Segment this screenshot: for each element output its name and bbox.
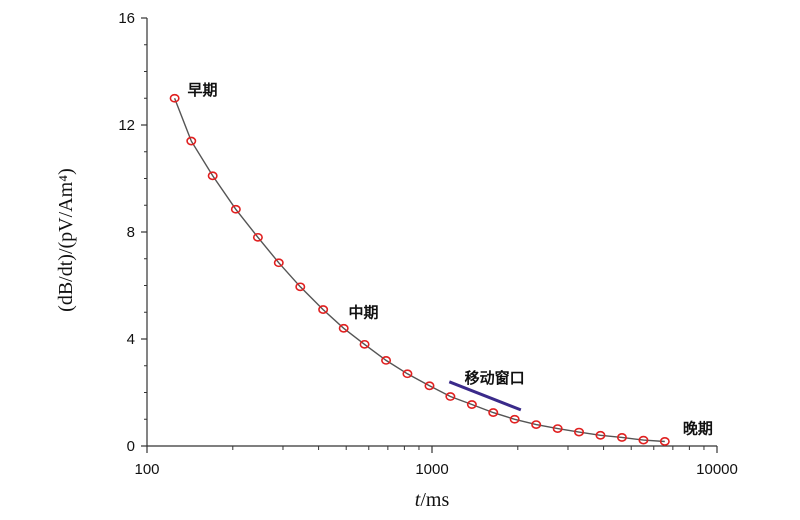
x-tick-label: 100: [134, 461, 159, 478]
data-point: [659, 437, 670, 446]
data-point: [359, 339, 370, 349]
data-point: [424, 381, 435, 391]
x-tick-label: 1000: [415, 461, 448, 478]
data-point: [638, 435, 649, 445]
data-point: [186, 136, 197, 146]
annotation-label: 早期: [188, 81, 218, 99]
y-tick-label: 4: [127, 331, 135, 348]
data-point: [552, 424, 563, 434]
data-point: [466, 400, 477, 409]
y-tick-label: 8: [127, 224, 135, 241]
data-point: [616, 433, 627, 442]
data-point: [381, 355, 392, 365]
annotation-label: 中期: [349, 303, 379, 321]
x-axis-title: t/ms: [415, 489, 450, 511]
x-axis-title-var: t: [415, 489, 421, 511]
moving-window-segment: [448, 380, 522, 412]
axes: 100 1000 10000 0 4 8 12 16: [118, 10, 738, 478]
annotation-label: 晚期: [683, 420, 713, 438]
data-point: [402, 369, 413, 379]
data-point: [273, 258, 284, 268]
y-tick-label: 12: [118, 117, 135, 134]
annotation-label: 移动窗口: [465, 369, 525, 387]
data-point: [595, 430, 606, 440]
y-tick-label: 16: [118, 10, 135, 27]
data-point: [318, 305, 329, 314]
data-point: [207, 171, 218, 181]
data-point: [338, 323, 349, 333]
data-point: [169, 93, 180, 103]
y-tick-label: 0: [127, 438, 135, 455]
data-point: [509, 414, 520, 424]
y-axis-title: (dB/dt)/(pV/Am⁴): [55, 168, 77, 312]
series: [169, 93, 670, 446]
data-point: [295, 282, 306, 292]
data-point: [445, 392, 456, 401]
x-tick-label: 10000: [696, 461, 738, 478]
data-point: [574, 427, 585, 437]
x-axis-title-unit: /ms: [420, 489, 449, 511]
data-point: [531, 420, 542, 429]
data-point: [488, 408, 499, 417]
series-line: [173, 98, 665, 443]
data-point: [230, 204, 241, 214]
data-point: [252, 232, 263, 242]
